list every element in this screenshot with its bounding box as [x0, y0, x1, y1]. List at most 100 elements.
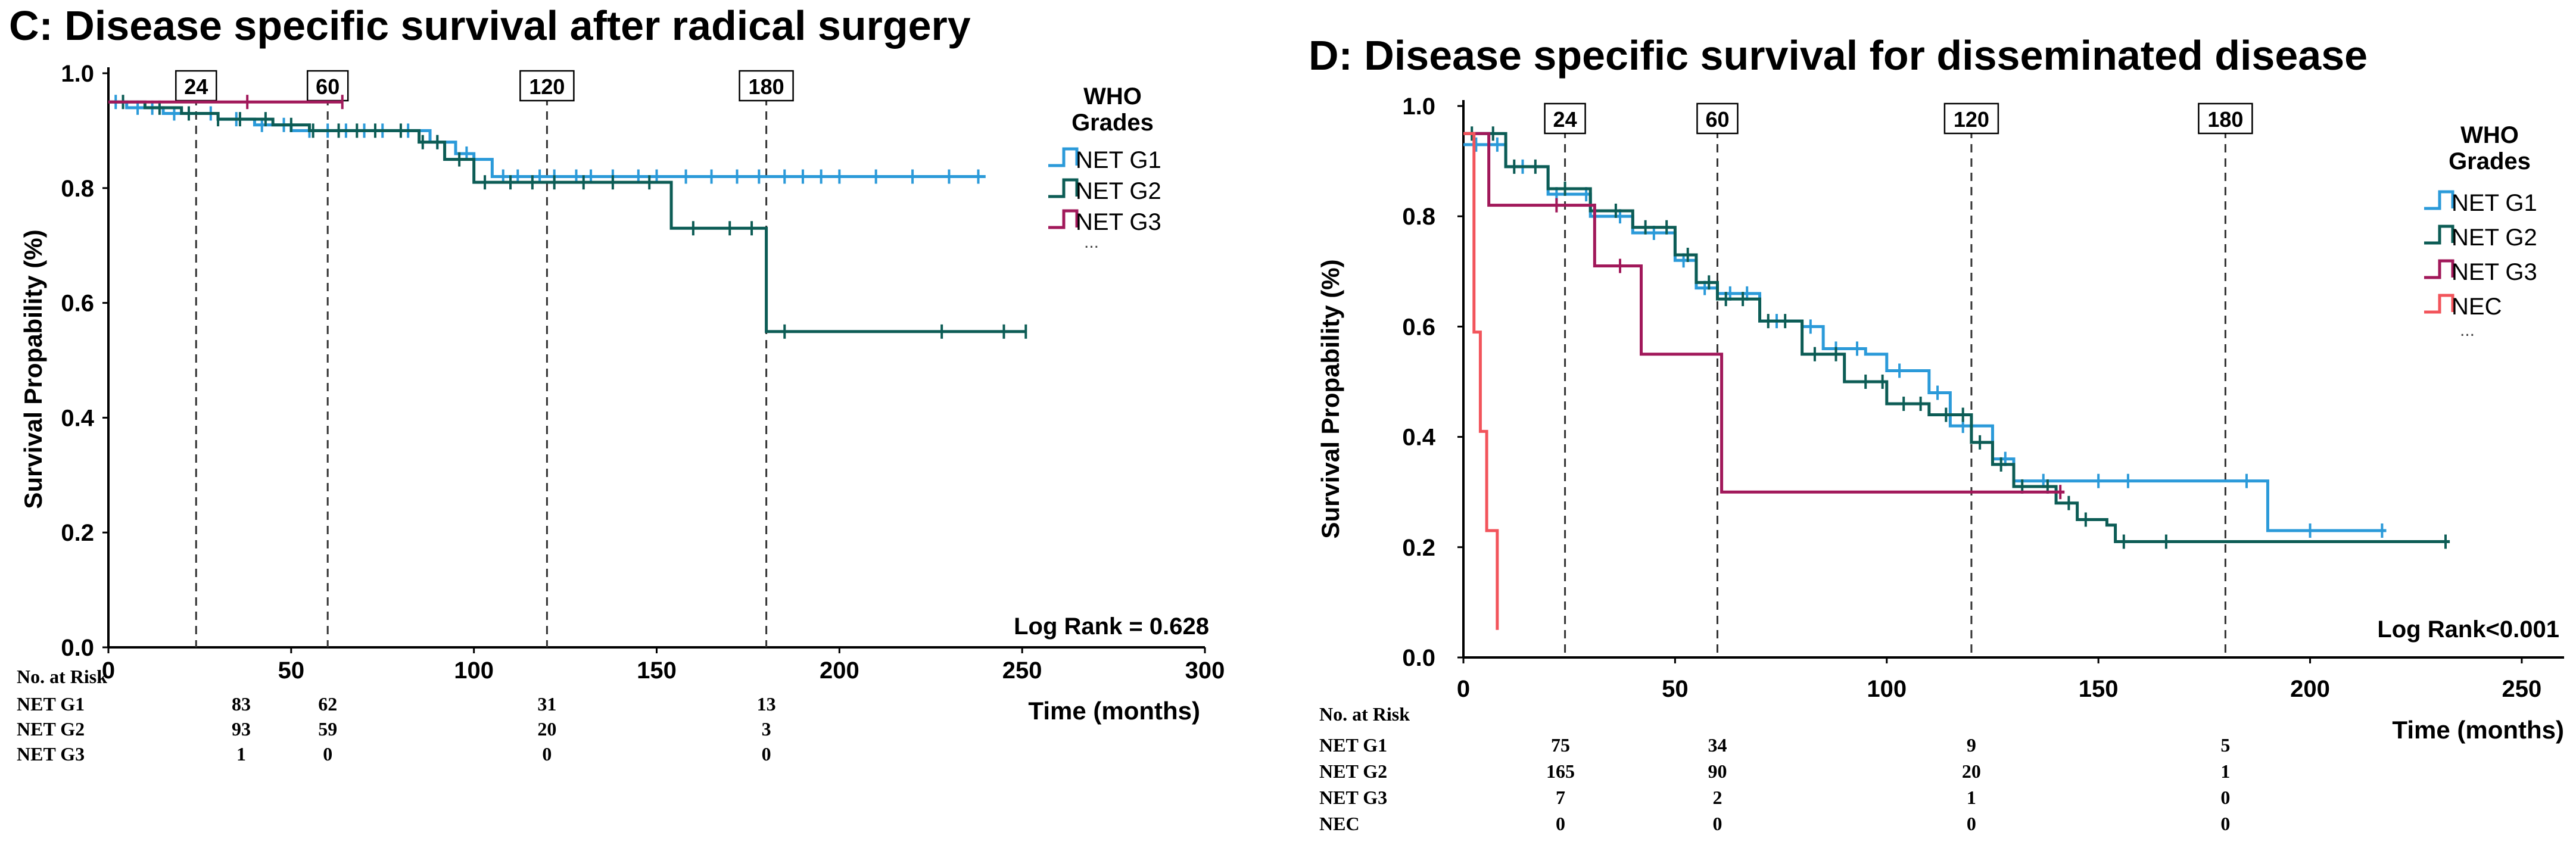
legend-title-line-2: Grades	[1071, 110, 1154, 136]
risk-value: 93	[232, 718, 251, 740]
legend-swatch	[2424, 225, 2454, 245]
landmark-label: 24	[1553, 107, 1577, 132]
legend-swatch	[1048, 147, 1079, 167]
landmark-label: 180	[2207, 107, 2243, 132]
risk-value: 75	[1551, 734, 1570, 756]
series-line	[1463, 132, 2450, 544]
risk-value: 9	[1967, 734, 1976, 756]
legend-title-line-2: Grades	[2449, 148, 2531, 174]
x-tick-label: 200	[2290, 676, 2330, 702]
landmark-box	[1943, 102, 1999, 135]
legend-entry: NET G1	[1076, 147, 1161, 173]
x-tick-label: 100	[1867, 676, 1907, 702]
risk-value: 0	[762, 743, 771, 765]
x-axis-title: Time (months)	[1028, 697, 1200, 725]
landmark-box	[1544, 102, 1586, 135]
landmark-box	[306, 70, 349, 102]
x-tick-label: 250	[1002, 657, 1042, 684]
legend-entry: NET G2	[2452, 225, 2537, 251]
x-tick-label: 0	[102, 657, 115, 684]
risk-value: 2	[1712, 787, 1722, 808]
x-tick-label: 50	[278, 657, 305, 684]
landmark-box	[739, 70, 794, 102]
risk-value: 1	[1967, 787, 1976, 808]
x-tick-label: 300	[1185, 657, 1225, 684]
y-tick-label: 0.6	[1402, 314, 1435, 340]
panel-c: C: Disease specific survival after radic…	[9, 2, 1225, 765]
x-tick-label: 150	[2079, 676, 2119, 702]
legend-entry: NET G2	[1076, 178, 1161, 204]
landmark-label: 120	[529, 74, 565, 99]
landmark-label: 60	[1705, 107, 1729, 132]
legend-swatch	[2424, 190, 2454, 210]
x-tick-label: 250	[2502, 676, 2542, 702]
legend-title-line-1: WHO	[1083, 83, 1142, 110]
y-axis-title: Survival Propability (%)	[1316, 259, 1344, 538]
risk-value: 0	[1967, 813, 1976, 834]
legend-entry: NEC	[2452, 294, 2502, 320]
risk-value: 62	[318, 693, 337, 715]
y-tick-label: 0.6	[61, 291, 94, 317]
log-rank-stat: Log Rank = 0.628	[1014, 613, 1209, 640]
risk-row-label: NET G2	[17, 718, 85, 740]
risk-value: 31	[537, 693, 556, 715]
panel-d: D: Disease specific survival for dissemi…	[1309, 32, 2564, 834]
y-tick-label: 1.0	[61, 61, 94, 87]
risk-row-label: NET G3	[17, 743, 85, 765]
legend-swatch	[2424, 259, 2454, 279]
chart-title: D: Disease specific survival for dissemi…	[1309, 32, 2368, 79]
y-tick-label: 0.2	[61, 520, 94, 546]
legend-swatch	[1048, 209, 1079, 229]
x-tick-label: 200	[820, 657, 859, 684]
legend-swatch	[1048, 178, 1079, 198]
x-tick-label: 0	[1457, 676, 1470, 702]
risk-value: 0	[1712, 813, 1722, 834]
series-line	[1463, 132, 2065, 494]
risk-value: 0	[2220, 787, 2230, 808]
risk-value: 20	[537, 718, 556, 740]
y-tick-label: 1.0	[1402, 93, 1435, 120]
risk-value: 34	[1708, 734, 1727, 756]
log-rank-stat: Log Rank<0.001	[2377, 616, 2559, 643]
risk-row-label: NET G1	[17, 693, 85, 715]
risk-value: 7	[1556, 787, 1565, 808]
risk-row-label: NET G1	[1319, 734, 1387, 756]
landmark-label: 120	[1954, 107, 1989, 132]
risk-value: 20	[1962, 760, 1981, 782]
risk-value: 0	[323, 743, 332, 765]
risk-row-label: NET G3	[1319, 787, 1387, 808]
risk-value: 5	[2220, 734, 2230, 756]
risk-value: 165	[1546, 760, 1575, 782]
legend-entry: NET G1	[2452, 190, 2537, 216]
risk-value: 1	[236, 743, 246, 765]
risk-value: 0	[542, 743, 552, 765]
risk-table-header: No. at Risk	[1319, 703, 1410, 725]
chart-title: C: Disease specific survival after radic…	[9, 2, 971, 49]
landmark-label: 60	[316, 74, 339, 99]
y-tick-label: 0.0	[61, 635, 94, 661]
landmark-box	[1696, 102, 1739, 135]
y-tick-label: 0.4	[1402, 425, 1435, 451]
risk-row-label: NEC	[1319, 813, 1360, 834]
legend-entry: NET G3	[2452, 259, 2537, 285]
series-line	[1463, 132, 1499, 630]
y-axis-title: Survival Propability (%)	[19, 229, 47, 509]
risk-value: 90	[1708, 760, 1727, 782]
x-tick-label: 100	[454, 657, 494, 684]
risk-value: 1	[2220, 760, 2230, 782]
series-line	[1463, 143, 2387, 532]
y-tick-label: 0.2	[1402, 535, 1435, 561]
y-tick-label: 0.8	[1402, 204, 1435, 230]
legend-more: ...	[1084, 232, 1099, 252]
landmark-box	[2198, 102, 2253, 135]
legend-swatch	[2424, 294, 2454, 314]
y-tick-label: 0.4	[61, 405, 94, 431]
series-line	[108, 100, 1026, 333]
risk-table-header: No. at Risk	[17, 666, 107, 687]
y-tick-label: 0.0	[1402, 645, 1435, 671]
legend-title-line-1: WHO	[2460, 122, 2519, 148]
risk-value: 0	[1556, 813, 1565, 834]
x-axis-title: Time (months)	[2392, 716, 2564, 744]
legend-entry: NET G3	[1076, 209, 1161, 235]
